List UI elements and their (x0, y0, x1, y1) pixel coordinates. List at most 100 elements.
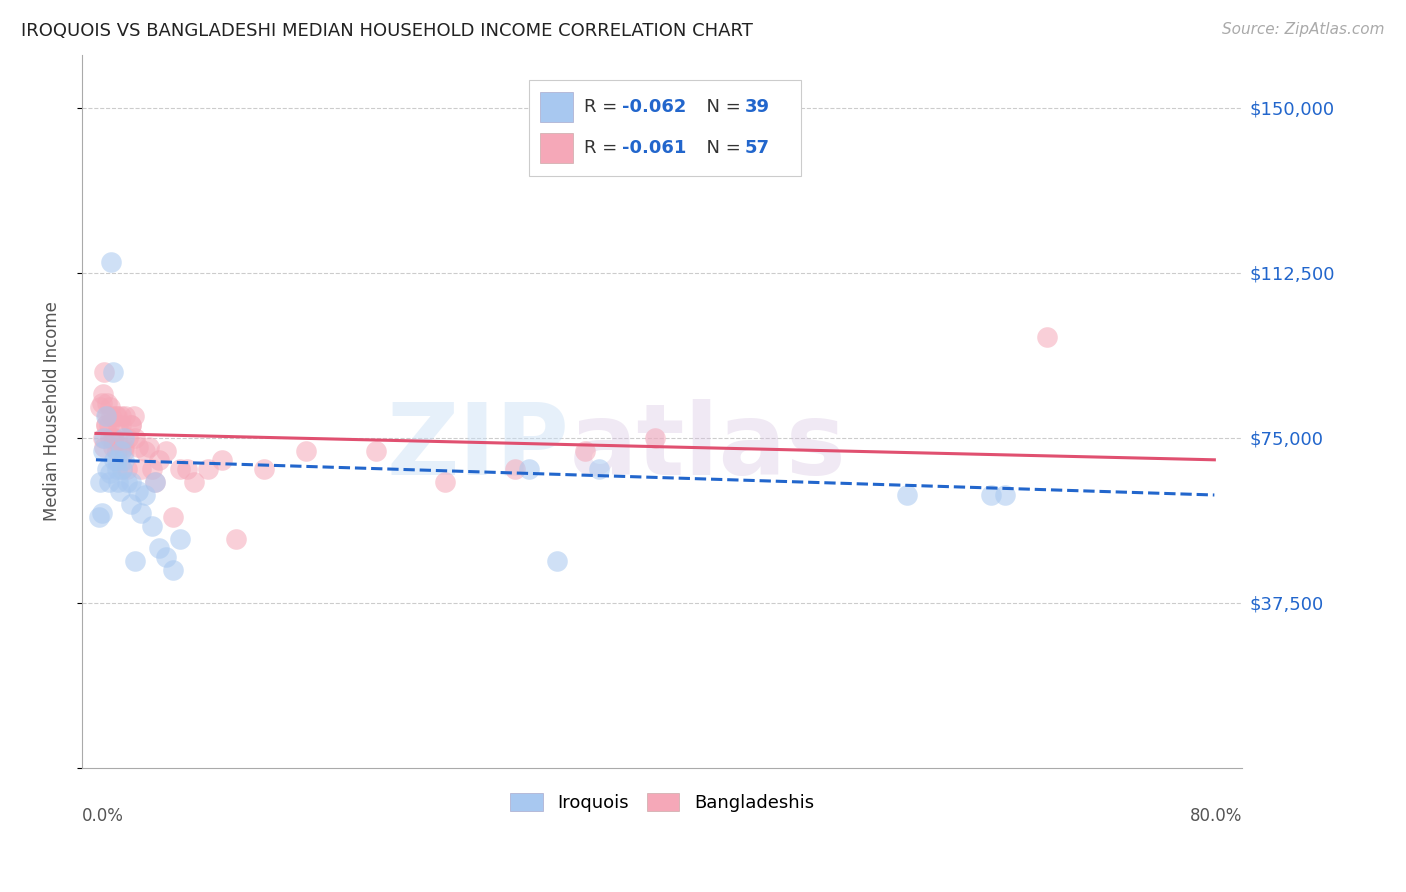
Point (253, 461, 276, 475)
Point (162, 563, 184, 577)
FancyBboxPatch shape (540, 133, 572, 162)
Text: atlas: atlas (569, 399, 846, 496)
Point (103, 452, 125, 467)
Point (124, 431, 146, 445)
Point (148, 541, 170, 555)
Point (546, 554, 568, 568)
Text: IROQUOIS VS BANGLADESHI MEDIAN HOUSEHOLD INCOME CORRELATION CHART: IROQUOIS VS BANGLADESHI MEDIAN HOUSEHOLD… (21, 22, 754, 40)
Point (90, 395, 112, 409)
Point (127, 440, 149, 454)
Point (93, 431, 115, 445)
Y-axis label: Median Household Income: Median Household Income (44, 301, 60, 521)
Point (104, 409, 127, 423)
Point (155, 444, 177, 458)
Point (107, 475, 129, 489)
Point (120, 497, 142, 511)
Text: Source: ZipAtlas.com: Source: ZipAtlas.com (1222, 22, 1385, 37)
Point (105, 461, 128, 475)
Point (588, 461, 610, 475)
Point (134, 488, 156, 502)
Point (111, 461, 134, 475)
Point (87, 510, 110, 524)
Text: -0.061: -0.061 (621, 139, 686, 157)
Point (143, 475, 166, 489)
FancyBboxPatch shape (540, 92, 572, 122)
Point (138, 440, 160, 454)
Point (112, 444, 135, 458)
Text: R =: R = (585, 139, 623, 157)
Point (120, 417, 142, 432)
Point (97, 475, 120, 489)
Point (120, 475, 142, 489)
Point (91, 431, 114, 445)
Point (91, 444, 114, 458)
Point (110, 417, 132, 432)
Point (96, 395, 118, 409)
Text: N =: N = (695, 139, 747, 157)
Text: R =: R = (585, 98, 623, 116)
Point (124, 554, 146, 568)
Text: 57: 57 (745, 139, 769, 157)
Point (90, 506, 112, 520)
Point (89, 475, 111, 489)
Point (294, 444, 316, 458)
Text: -0.062: -0.062 (621, 98, 686, 116)
Point (89, 400, 111, 414)
Point (98, 400, 121, 414)
Point (127, 483, 149, 498)
Point (129, 506, 152, 520)
Text: 80.0%: 80.0% (1189, 807, 1243, 825)
Text: 39: 39 (745, 98, 769, 116)
Point (574, 444, 596, 458)
Point (225, 532, 247, 546)
Point (101, 431, 124, 445)
Point (120, 417, 142, 432)
Point (111, 461, 134, 475)
Point (1035, 329, 1057, 343)
Point (505, 461, 527, 475)
Point (100, 409, 122, 423)
Point (105, 452, 128, 467)
Point (169, 461, 191, 475)
Point (105, 409, 128, 423)
Point (434, 475, 457, 489)
FancyBboxPatch shape (529, 80, 801, 177)
Point (97, 417, 120, 432)
Point (103, 431, 125, 445)
Point (134, 444, 156, 458)
Point (115, 475, 138, 489)
Point (169, 532, 191, 546)
Point (93, 365, 115, 379)
Point (211, 452, 233, 467)
Point (896, 488, 918, 502)
Point (108, 483, 131, 498)
Point (107, 417, 129, 432)
Point (197, 461, 219, 475)
Point (94, 409, 117, 423)
Point (517, 461, 540, 475)
Point (100, 255, 122, 269)
Point (96, 409, 118, 423)
Point (93, 440, 115, 454)
Point (994, 488, 1017, 502)
Point (101, 365, 124, 379)
Point (112, 431, 135, 445)
Point (176, 461, 198, 475)
Point (108, 440, 131, 454)
Point (112, 452, 135, 467)
Point (114, 409, 136, 423)
Point (94, 417, 117, 432)
Point (141, 461, 163, 475)
Point (94, 417, 117, 432)
Point (96, 461, 118, 475)
Point (105, 444, 128, 458)
Point (112, 440, 135, 454)
Point (110, 444, 132, 458)
Point (91, 387, 114, 401)
Point (148, 452, 170, 467)
Point (101, 440, 124, 454)
Point (110, 409, 132, 423)
Text: ZIP: ZIP (387, 399, 569, 496)
Legend: Iroquois, Bangladeshis: Iroquois, Bangladeshis (503, 786, 821, 819)
Point (117, 431, 139, 445)
